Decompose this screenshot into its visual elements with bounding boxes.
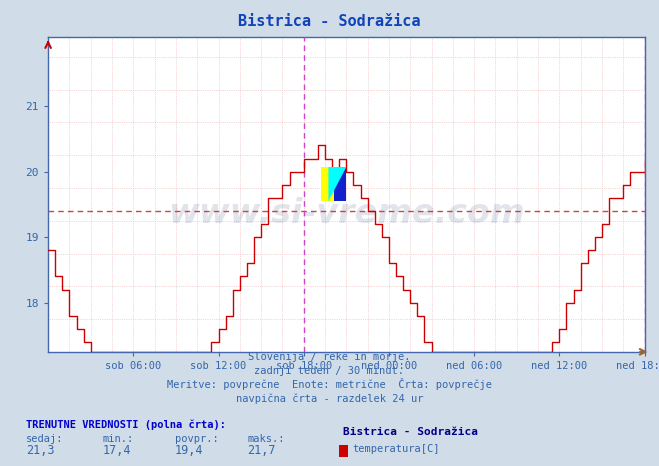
Text: povpr.:: povpr.: — [175, 434, 218, 444]
Text: zadnji teden / 30 minut.: zadnji teden / 30 minut. — [254, 366, 405, 376]
Polygon shape — [328, 167, 347, 201]
Text: www.si-vreme.com: www.si-vreme.com — [168, 197, 525, 230]
Text: Slovenija / reke in morje.: Slovenija / reke in morje. — [248, 352, 411, 362]
Text: 21,7: 21,7 — [247, 444, 275, 457]
Text: temperatura[C]: temperatura[C] — [353, 444, 440, 454]
Text: sedaj:: sedaj: — [26, 434, 64, 444]
Text: Bistrica - Sodražica: Bistrica - Sodražica — [343, 427, 478, 437]
Text: navpična črta - razdelek 24 ur: navpična črta - razdelek 24 ur — [236, 393, 423, 404]
Text: 21,3: 21,3 — [26, 444, 55, 457]
Text: min.:: min.: — [102, 434, 133, 444]
Text: Bistrica - Sodražica: Bistrica - Sodražica — [239, 14, 420, 29]
Text: maks.:: maks.: — [247, 434, 285, 444]
Text: Meritve: povprečne  Enote: metrične  Črta: povprečje: Meritve: povprečne Enote: metrične Črta:… — [167, 378, 492, 390]
Bar — [333, 167, 347, 201]
Text: TRENUTNE VREDNOSTI (polna črta):: TRENUTNE VREDNOSTI (polna črta): — [26, 419, 226, 430]
Text: 19,4: 19,4 — [175, 444, 203, 457]
Text: 17,4: 17,4 — [102, 444, 130, 457]
Bar — [321, 167, 333, 201]
